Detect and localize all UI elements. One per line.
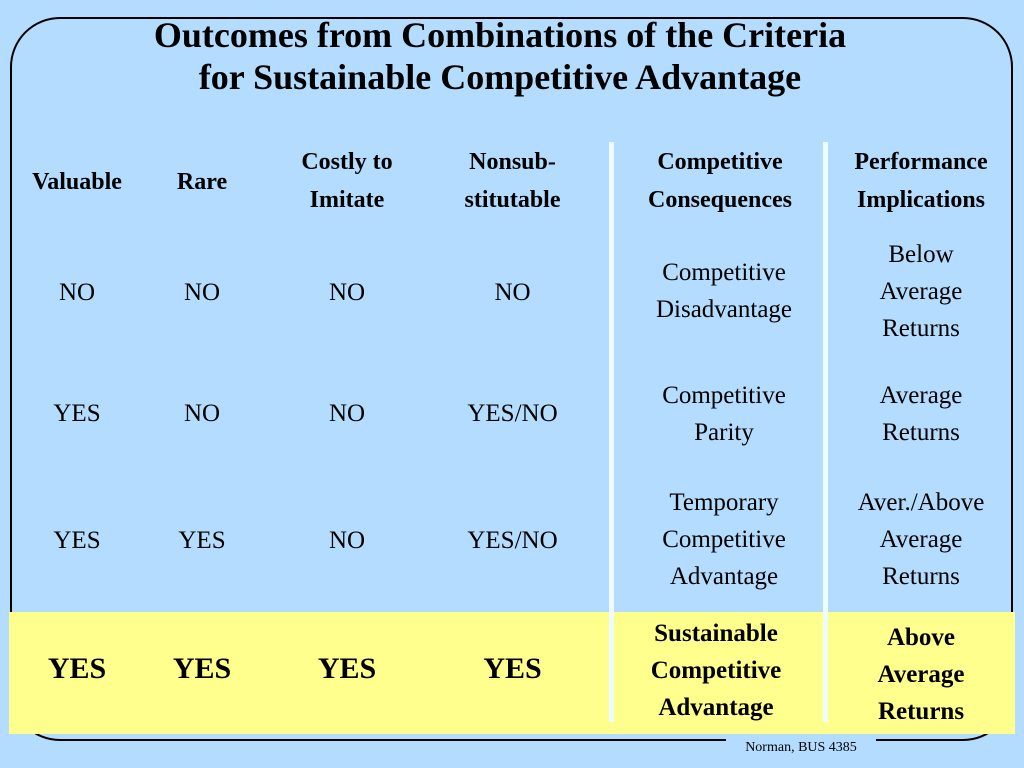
row3-performance-line-2: Average — [879, 526, 963, 553]
column-divider-1 — [609, 142, 614, 722]
row2-valuable: YES — [53, 400, 101, 427]
header-competitive-consequences: Competitive Consequences — [616, 143, 824, 219]
row1-consequence: Competitive Disadvantage — [616, 254, 832, 328]
row2-nonsub: YES/NO — [467, 400, 558, 427]
row4-consequence: Sustainable Competitive Advantage — [612, 615, 820, 726]
row3-performance-line-1: Aver./Above — [857, 489, 985, 516]
row4-performance-line-1: Above — [886, 624, 956, 651]
row3-nonsub: YES/NO — [467, 527, 558, 554]
row2-costly: NO — [328, 400, 366, 427]
row3-consequence-line-2: Competitive — [662, 526, 786, 553]
row4-consequence-line-2: Competitive — [650, 657, 782, 684]
row4-nonsub: YES — [483, 652, 542, 685]
header-costly-line-1: Costly to — [301, 149, 393, 175]
header-nonsubstitutable: Nonsub- stitutable — [430, 143, 595, 219]
header-rare: Rare — [176, 169, 228, 195]
title-line-1: Outcomes from Combinations of the Criter… — [153, 15, 847, 55]
row4-performance-line-3: Returns — [877, 698, 965, 725]
slide-frame — [10, 17, 1013, 741]
row1-valuable: NO — [58, 279, 96, 306]
row3-costly: NO — [328, 527, 366, 554]
row4-performance-line-2: Average — [877, 661, 965, 688]
header-consequences-line-2: Consequences — [647, 187, 792, 213]
row2-performance: Average Returns — [828, 377, 1014, 451]
slide-title: Outcomes from Combinations of the Criter… — [0, 14, 1000, 98]
row4-rare: YES — [172, 652, 232, 685]
row1-performance-line-1: Below — [888, 241, 954, 268]
row4-performance: Above Average Returns — [828, 619, 1014, 730]
row1-performance-line-3: Returns — [882, 315, 960, 342]
header-performance-line-1: Performance — [854, 149, 988, 175]
row3-consequence-line-3: Advantage — [669, 563, 779, 590]
header-valuable: Valuable — [32, 169, 122, 195]
row2-rare: NO — [183, 400, 221, 427]
row1-performance-line-2: Average — [879, 278, 963, 305]
sustainable-row-highlight — [9, 612, 1015, 734]
row1-consequence-line-2: Disadvantage — [655, 296, 793, 323]
header-costly-to-imitate: Costly to Imitate — [272, 143, 422, 219]
footer-credit: Norman, BUS 4385 — [726, 737, 876, 759]
row4-consequence-line-3: Advantage — [658, 694, 774, 721]
row3-consequence-line-1: Temporary — [669, 489, 779, 516]
row2-performance-line-2: Returns — [882, 419, 960, 446]
row3-valuable: YES — [53, 527, 101, 554]
row4-valuable: YES — [47, 652, 107, 685]
title-line-2: for Sustainable Competitive Advantage — [198, 57, 802, 97]
header-performance-implications: Performance Implications — [828, 143, 1014, 219]
row2-consequence: Competitive Parity — [616, 377, 832, 451]
row1-performance: Below Average Returns — [828, 236, 1014, 347]
header-nonsub-line-1: Nonsub- — [469, 149, 556, 175]
header-performance-line-2: Implications — [856, 187, 985, 213]
row4-costly: YES — [317, 652, 377, 685]
row1-nonsub: NO — [494, 279, 531, 306]
row3-rare: YES — [178, 527, 226, 554]
row1-consequence-line-1: Competitive — [662, 259, 786, 286]
header-consequences-line-1: Competitive — [657, 149, 783, 175]
row3-performance-line-3: Returns — [882, 563, 960, 590]
row1-rare: NO — [183, 279, 221, 306]
header-nonsub-line-2: stitutable — [464, 187, 561, 213]
row2-consequence-line-2: Parity — [694, 419, 754, 446]
row3-consequence: Temporary Competitive Advantage — [616, 484, 832, 595]
column-divider-2 — [823, 142, 828, 722]
header-costly-line-2: Imitate — [309, 187, 385, 213]
row2-consequence-line-1: Competitive — [662, 382, 786, 409]
row4-consequence-line-1: Sustainable — [654, 620, 778, 647]
row2-performance-line-1: Average — [879, 382, 963, 409]
row1-costly: NO — [328, 279, 366, 306]
row3-performance: Aver./Above Average Returns — [828, 484, 1014, 595]
